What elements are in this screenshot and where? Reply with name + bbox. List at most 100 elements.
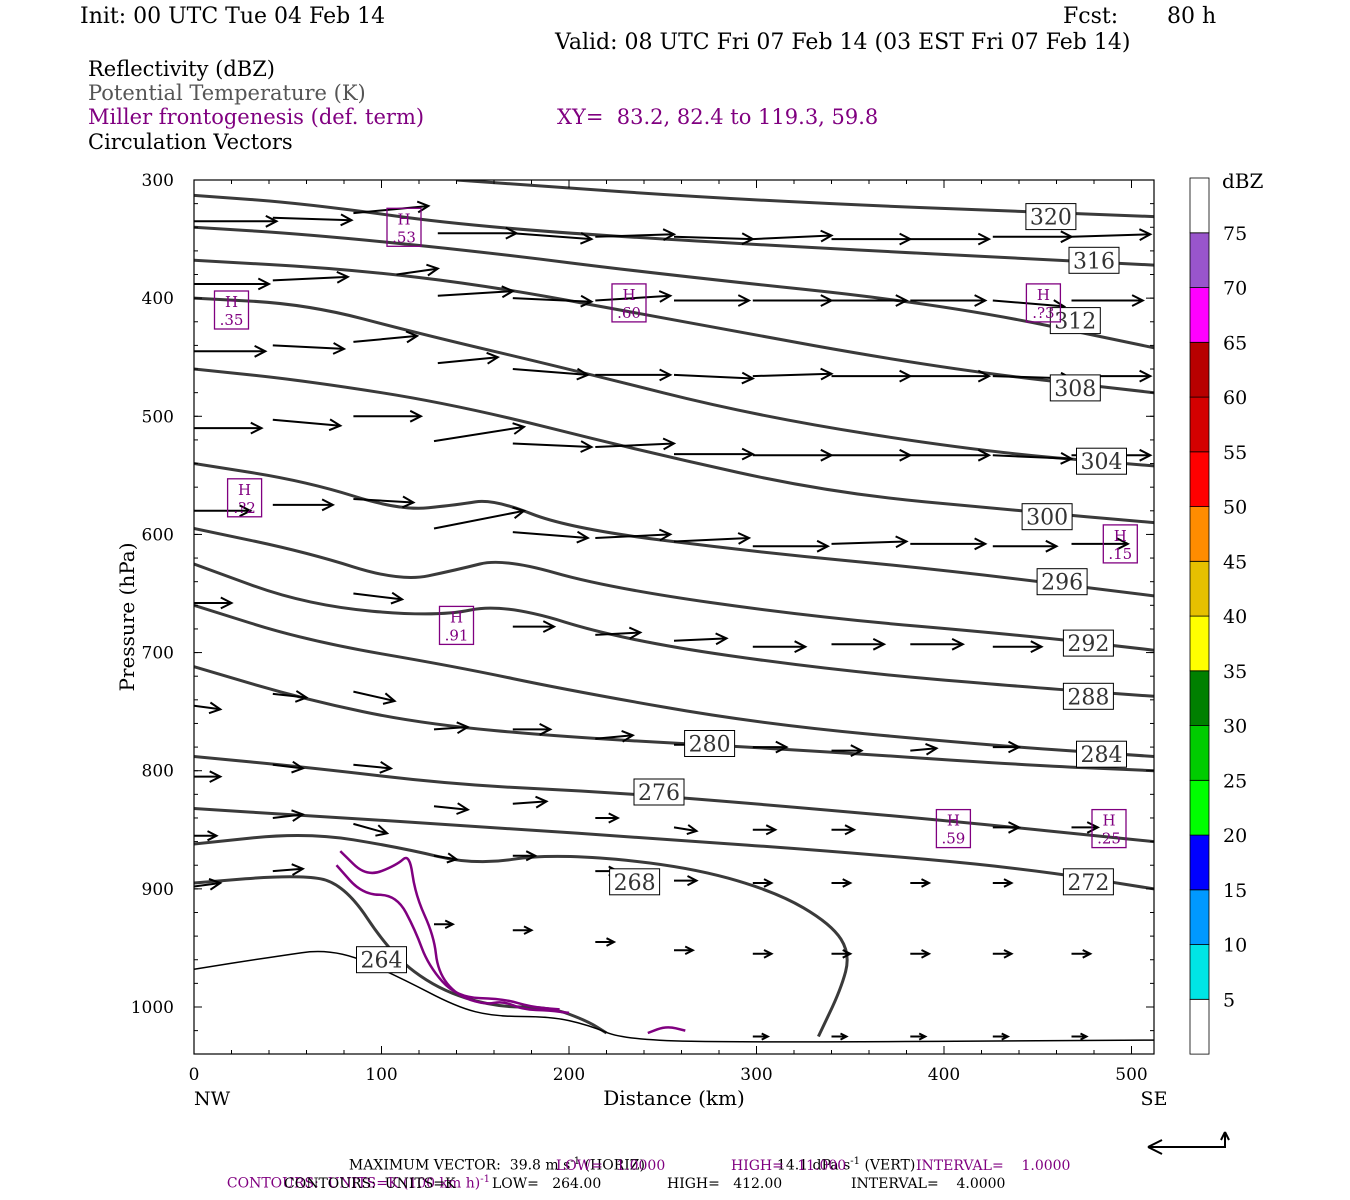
circulation-vector (353, 761, 394, 774)
circulation-vector (831, 638, 887, 651)
legend-reflectivity: Reflectivity (dBZ) (88, 57, 276, 81)
circulation-vector (194, 830, 219, 842)
colorbar-tick-label: 35 (1223, 661, 1247, 683)
frontogenesis-maximum: H.25 (1091, 808, 1127, 849)
colorbar-tick-label: 30 (1223, 716, 1247, 738)
maximum-symbol: H (225, 293, 238, 311)
frontogenesis-maximum: H.15 (1102, 524, 1138, 564)
theta-contour-296 (194, 462, 1154, 598)
circulation-vector (992, 1032, 1011, 1041)
circulation-vector (272, 863, 306, 876)
circulation-vector (512, 850, 538, 862)
circulation-vector (831, 535, 909, 549)
frontogenesis-maximum: H.53 (386, 207, 422, 247)
circulation-vector (595, 528, 673, 542)
circulation-vector (831, 232, 913, 246)
circulation-vector (1071, 228, 1153, 241)
theta-label-text: 288 (1067, 685, 1109, 710)
circulation-vector (992, 230, 1074, 244)
circulation-vector (396, 263, 440, 277)
x-tick-label: 100 (365, 1065, 397, 1085)
theta-contour-284 (194, 603, 1154, 758)
circulation-vector (752, 640, 808, 653)
colorbar-tick-label: 5 (1223, 989, 1235, 1011)
footer-frontogenesis-contours: CONTOURS: UNITS=K (100 km h)-1 (226, 1174, 490, 1192)
frontogenesis-maximum: H.60 (611, 283, 647, 323)
y-tick-label: 900 (142, 880, 174, 900)
circulation-vector (437, 285, 516, 299)
circulation-vector (272, 690, 309, 703)
theta-contour-300 (194, 367, 1154, 525)
circulation-vector (353, 591, 405, 605)
circulation-vector (272, 809, 305, 822)
circulation-vector (992, 878, 1014, 888)
circulation-vector (433, 852, 459, 864)
colorbar-tick-label: 25 (1223, 770, 1247, 792)
x-tick-label: 400 (928, 1065, 960, 1085)
maximum-symbol: H (1114, 527, 1127, 545)
maximum-symbol: H (1102, 812, 1115, 830)
forecast-label: Fcst: (1063, 4, 1119, 29)
legend-circulation-vectors: Circulation Vectors (88, 130, 293, 154)
theta-contour-268 (194, 833, 849, 1038)
y-tick-label: 300 (142, 171, 174, 191)
colorbar-tick-label: 50 (1223, 497, 1247, 519)
maximum-symbol: H (238, 481, 251, 499)
circulation-vector (194, 345, 268, 358)
x-axis-nw-label: NW (194, 1088, 231, 1110)
theta-label-text: 304 (1081, 450, 1123, 475)
circulation-vector (752, 367, 834, 381)
maximum-value: .?2 (233, 499, 255, 517)
footer-theta-interval: INTERVAL= 4.0000 (851, 1176, 1006, 1192)
circulation-vector (512, 440, 594, 453)
theta-label-272: 272 (1062, 868, 1114, 896)
theta-label-text: 264 (361, 949, 403, 974)
footer-frontogenesis-low: LOW= 1.0000 (556, 1158, 666, 1174)
circulation-vector (992, 740, 1022, 754)
x-tick-label: 500 (1115, 1065, 1147, 1085)
circulation-vector (512, 530, 590, 544)
frontogenesis-maximum: H.59 (935, 808, 972, 849)
circulation-vector (194, 504, 253, 518)
theta-label-268: 268 (609, 868, 661, 896)
y-tick-label: 400 (142, 289, 174, 309)
circulation-vector (673, 371, 756, 385)
dbz-colorbar: 5 10 15 20 25 30 35 40 45 50 55 60 65 70 75 (1189, 177, 1247, 1055)
circulation-vector (831, 878, 853, 888)
circulation-vector (595, 626, 643, 640)
circulation-vector (752, 539, 831, 553)
theta-label-text: 268 (614, 871, 656, 896)
circulation-vector (194, 596, 234, 610)
colorbar-segment (1189, 287, 1210, 343)
circulation-vector (831, 294, 909, 307)
circulation-vector (910, 742, 939, 756)
circulation-vector (992, 640, 1044, 653)
circulation-vector (674, 875, 699, 887)
circulation-vector (992, 821, 1022, 834)
circulation-vector (433, 721, 470, 735)
theta-contour-276 (194, 755, 1154, 844)
maximum-symbol: H (397, 210, 410, 228)
plot-frame (193, 179, 1155, 1055)
colorbar-segment (1189, 779, 1210, 836)
circulation-vector (674, 294, 752, 307)
theta-label-284: 284 (1076, 740, 1127, 768)
circulation-vector (752, 824, 778, 836)
circulation-vector (831, 824, 857, 836)
theta-label-276: 276 (633, 778, 685, 806)
circulation-vector (752, 949, 774, 959)
circulation-vector (512, 367, 591, 381)
maximum-value: .53 (392, 228, 416, 246)
circulation-vector (194, 770, 223, 783)
circulation-vector (595, 729, 636, 743)
y-tick-label: 800 (142, 762, 174, 782)
circulation-vector (1071, 537, 1131, 551)
theta-label-text: 308 (1054, 377, 1096, 402)
circulation-vector (194, 701, 223, 715)
colorbar-segment (1189, 232, 1210, 289)
circulation-vector (272, 418, 343, 432)
colorbar-segment (1189, 670, 1210, 726)
circulation-vector (433, 802, 471, 815)
theta-contour-292 (194, 527, 1154, 652)
